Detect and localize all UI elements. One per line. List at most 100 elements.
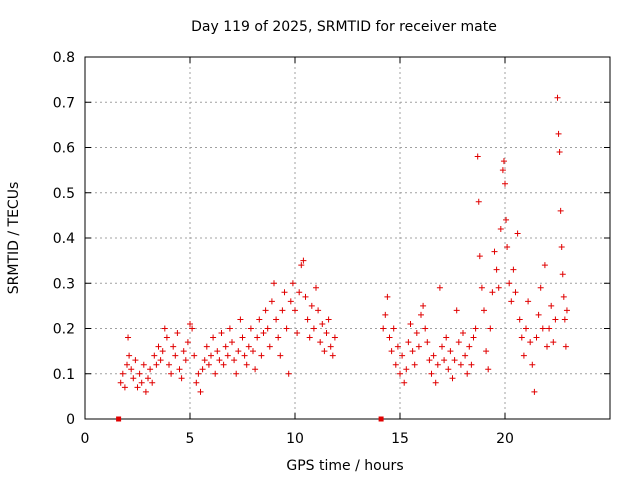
data-point (422, 325, 429, 332)
grid-layer (85, 57, 610, 419)
data-point (445, 366, 452, 373)
data-point (277, 352, 284, 359)
data-point (187, 320, 193, 327)
data-point (546, 325, 553, 332)
y-tick-label: 0.7 (53, 95, 75, 111)
data-point (300, 257, 307, 264)
data-point (208, 352, 214, 359)
data-point (170, 343, 177, 350)
data-point (264, 325, 271, 332)
x-tick-label: 5 (186, 431, 195, 447)
data-point (544, 343, 550, 350)
data-point (126, 352, 133, 359)
data-point (184, 339, 191, 346)
y-tick-label: 0 (66, 412, 75, 428)
data-point (210, 334, 217, 341)
data-point (262, 307, 269, 314)
y-tick-label: 0.4 (53, 231, 75, 247)
data-point (472, 325, 479, 332)
data-point (394, 343, 401, 350)
data-point (426, 357, 433, 364)
data-point (403, 366, 410, 373)
data-point (239, 334, 246, 341)
data-point (552, 316, 559, 323)
data-point (243, 361, 250, 368)
data-point (436, 284, 443, 291)
x-axis-label: GPS time / hours (286, 458, 403, 474)
data-point (434, 361, 441, 368)
data-point (281, 289, 288, 296)
data-point (516, 316, 523, 323)
data-point (535, 311, 542, 318)
data-point (172, 352, 179, 359)
data-point (485, 366, 492, 373)
data-point (294, 330, 301, 337)
data-point (392, 361, 399, 368)
data-point (180, 348, 187, 355)
data-point (397, 370, 403, 377)
data-point (226, 325, 233, 332)
data-point (153, 361, 160, 368)
data-point (235, 348, 242, 355)
zero-marker (116, 416, 122, 422)
data-point (415, 343, 422, 350)
x-tick-label: 20 (496, 431, 514, 447)
y-tick-label: 0.3 (53, 276, 75, 292)
x-tick-label: 10 (286, 431, 304, 447)
data-point (229, 339, 235, 346)
chart-title: Day 119 of 2025, SRMTID for receiver mat… (191, 19, 497, 35)
data-point (310, 325, 317, 332)
y-tick-label: 0.2 (53, 322, 75, 338)
data-point (430, 352, 437, 359)
y-axis-label: SRMTID / TECUs (6, 182, 22, 295)
data-point (125, 334, 132, 341)
data-point (266, 343, 273, 350)
data-point (325, 316, 332, 323)
point-layer (116, 94, 570, 422)
data-point (554, 94, 561, 101)
data-point (231, 357, 238, 364)
data-point (512, 289, 519, 296)
data-point (151, 352, 158, 359)
data-point (413, 330, 420, 337)
data-point (285, 370, 292, 377)
data-point (504, 244, 511, 251)
data-point (558, 244, 565, 251)
data-point (327, 343, 334, 350)
data-point (405, 339, 412, 346)
data-point (308, 302, 315, 309)
data-point (464, 370, 471, 377)
data-point (489, 289, 496, 296)
data-point (268, 298, 275, 305)
data-point (205, 361, 212, 368)
data-point (233, 370, 240, 377)
data-point (481, 307, 487, 314)
data-point (174, 330, 181, 337)
data-point (386, 334, 393, 341)
data-point (121, 384, 128, 391)
data-point (557, 207, 564, 214)
y-tick-label: 0.8 (53, 50, 75, 66)
data-point (550, 339, 557, 346)
data-point (541, 262, 548, 269)
data-point (142, 388, 149, 395)
x-tick-label: 0 (81, 431, 90, 447)
data-point (214, 348, 221, 355)
data-point (380, 325, 387, 332)
data-point (493, 266, 500, 273)
data-point (559, 271, 566, 278)
data-point (474, 153, 481, 160)
data-point (191, 352, 198, 359)
data-point (518, 334, 525, 341)
data-point (289, 280, 296, 287)
data-point (514, 230, 521, 237)
data-point (212, 370, 219, 377)
data-point (483, 348, 490, 355)
y-tick-label: 0.1 (53, 367, 75, 383)
data-point (138, 379, 145, 386)
data-point (475, 198, 482, 205)
data-point (443, 334, 450, 341)
data-point (317, 339, 324, 346)
data-point (298, 262, 305, 269)
